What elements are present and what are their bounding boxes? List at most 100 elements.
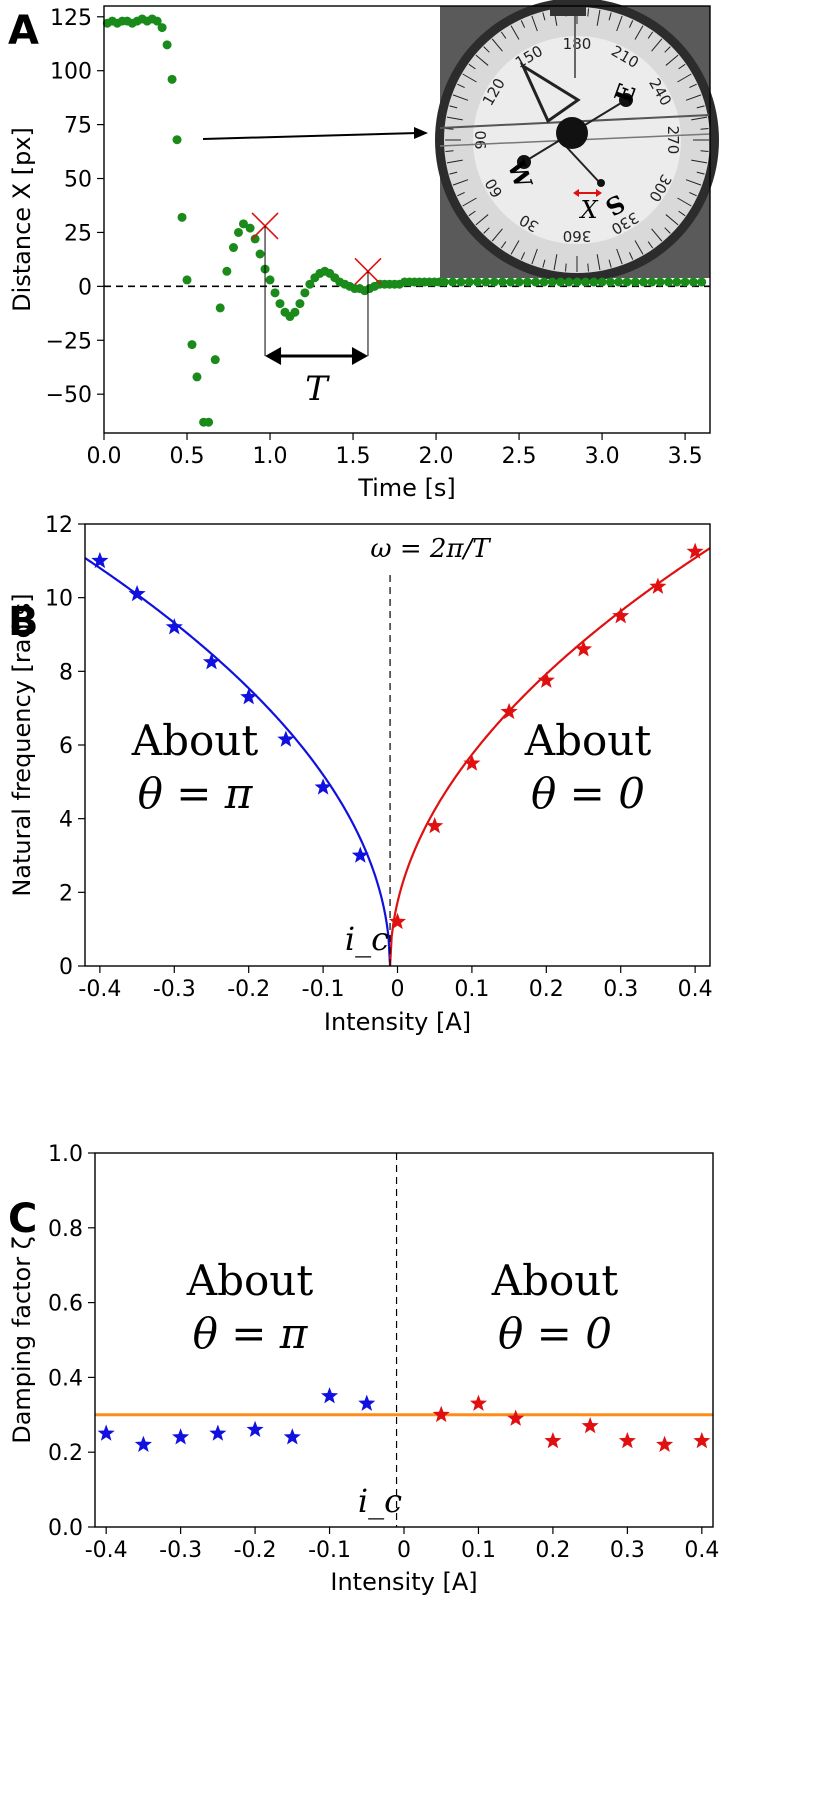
compass-tick bbox=[449, 171, 458, 175]
data-point bbox=[497, 277, 507, 287]
compass-tick bbox=[689, 191, 697, 197]
data-point bbox=[622, 277, 632, 287]
panel-label-a: A bbox=[8, 8, 39, 54]
x-measure-arrowheads bbox=[573, 189, 602, 197]
data-point bbox=[481, 277, 491, 287]
compass-tick bbox=[628, 252, 634, 260]
panel-a-ytick-label: 75 bbox=[64, 114, 92, 139]
data-point bbox=[290, 307, 300, 317]
star-theta-pi bbox=[172, 1428, 190, 1445]
data-point bbox=[614, 277, 624, 287]
data-point bbox=[647, 277, 657, 287]
data-point bbox=[245, 223, 255, 233]
panel-b-xtick-label: -0.2 bbox=[227, 977, 270, 1002]
star-theta-pi bbox=[97, 1424, 115, 1441]
data-point bbox=[672, 277, 682, 287]
star-theta-pi bbox=[246, 1420, 264, 1438]
compass-needle-weight bbox=[619, 93, 633, 107]
compass-tick bbox=[677, 197, 692, 207]
panel-c-ylabel: Damping factor ζ bbox=[8, 1236, 36, 1444]
compass-tick bbox=[696, 171, 705, 175]
star-theta-0 bbox=[574, 640, 593, 657]
data-point bbox=[210, 355, 220, 365]
compass-tick bbox=[651, 38, 663, 52]
data-point bbox=[157, 23, 167, 33]
data-point bbox=[605, 277, 615, 287]
compass-needle-tip bbox=[597, 179, 605, 187]
data-point bbox=[270, 288, 280, 298]
panel-a-xtick-label: 0.5 bbox=[170, 444, 205, 469]
compass-tick bbox=[608, 259, 612, 268]
panel-c-ytick-label: 0.8 bbox=[48, 1217, 83, 1242]
data-point bbox=[531, 277, 541, 287]
annotation-line2: θ = π bbox=[138, 769, 254, 818]
compass-tick bbox=[475, 214, 489, 226]
compass-tick bbox=[446, 159, 463, 164]
period-label: T bbox=[305, 369, 330, 409]
data-point bbox=[177, 212, 187, 222]
compass-tick bbox=[651, 228, 663, 242]
compass-tick bbox=[500, 241, 507, 249]
panel-b-ylabel: Natural frequency [rad/s] bbox=[8, 593, 36, 896]
data-point bbox=[597, 277, 607, 287]
star-theta-0 bbox=[426, 817, 444, 834]
panel-a-xtick-label: 3.0 bbox=[585, 444, 620, 469]
compass-tick bbox=[468, 210, 476, 217]
panel-label-c: C bbox=[8, 1196, 37, 1242]
data-point bbox=[456, 277, 466, 287]
data-point bbox=[152, 16, 162, 26]
data-point bbox=[295, 299, 305, 309]
panel-b-xlabel: Intensity [A] bbox=[324, 1008, 471, 1036]
star-theta-0 bbox=[469, 1394, 488, 1411]
compass-tick bbox=[520, 252, 526, 260]
compass-tick bbox=[616, 15, 623, 32]
panel-b-ytick-label: 4 bbox=[59, 808, 73, 833]
compass-tick bbox=[445, 150, 454, 153]
annotation-line2: θ = π bbox=[193, 1309, 309, 1358]
compass-tick bbox=[468, 63, 476, 70]
data-point bbox=[639, 277, 649, 287]
panel-a-xtick-label: 1.0 bbox=[253, 444, 288, 469]
panel-c-xtick-label: -0.1 bbox=[308, 1538, 351, 1563]
compass-tick bbox=[664, 46, 671, 53]
panel-a-ytick-label: 25 bbox=[64, 221, 92, 246]
compass-tick bbox=[689, 83, 697, 89]
compass-tick bbox=[449, 105, 458, 109]
panel-c-xtick-label: 0.3 bbox=[610, 1538, 645, 1563]
data-point bbox=[697, 277, 707, 287]
data-point bbox=[522, 277, 532, 287]
compass-tick bbox=[446, 116, 463, 121]
annotation-line1: About bbox=[524, 716, 652, 765]
panel-c-xtick-label: 0 bbox=[397, 1538, 411, 1563]
data-point bbox=[630, 277, 640, 287]
compass-dial-number: 90 bbox=[472, 130, 490, 149]
star-theta-0 bbox=[388, 912, 407, 930]
compass-tick bbox=[696, 105, 705, 109]
star-theta-0 bbox=[537, 671, 555, 688]
star-theta-0 bbox=[656, 1435, 674, 1452]
compass-tick bbox=[542, 12, 546, 21]
inset-pointer-arrowhead bbox=[414, 127, 428, 139]
data-point bbox=[680, 277, 690, 287]
star-theta-0 bbox=[544, 1431, 562, 1449]
panel-a-ytick-label: 125 bbox=[50, 6, 92, 31]
compass-tick bbox=[678, 63, 686, 70]
panel-c-xtick-label: -0.2 bbox=[234, 1538, 277, 1563]
star-theta-0 bbox=[432, 1405, 450, 1423]
star-theta-0 bbox=[649, 577, 667, 594]
panel-label-b: B bbox=[8, 599, 39, 645]
data-point bbox=[305, 279, 315, 289]
panel-b-ytick-label: 8 bbox=[59, 660, 73, 685]
compass-tick bbox=[664, 227, 671, 234]
compass-tick bbox=[564, 263, 567, 272]
compass-tick bbox=[587, 8, 590, 17]
star-theta-0 bbox=[618, 1431, 636, 1449]
compass-tick bbox=[647, 241, 654, 249]
star-theta-0 bbox=[612, 607, 630, 624]
panel-c-ytick-label: 0.6 bbox=[48, 1292, 83, 1317]
star-theta-pi bbox=[202, 653, 221, 670]
data-point bbox=[547, 277, 557, 287]
data-point bbox=[275, 299, 285, 309]
compass-tick bbox=[647, 31, 654, 39]
